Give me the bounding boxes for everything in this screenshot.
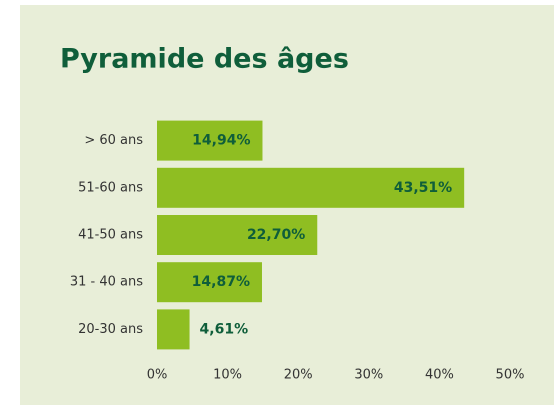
bar xyxy=(157,262,262,303)
value-label: 14,87% xyxy=(192,274,250,290)
x-tick-label: 50% xyxy=(496,368,525,383)
value-label: 14,94% xyxy=(192,133,250,149)
chart-title: Pyramide des âges xyxy=(60,44,349,75)
y-tick-label: 20-30 ans xyxy=(78,322,143,337)
value-label: 43,51% xyxy=(394,180,452,196)
x-tick-label: 40% xyxy=(425,368,454,383)
value-label: 4,61% xyxy=(200,321,249,337)
y-tick-label: 51-60 ans xyxy=(78,180,143,195)
value-label: 22,70% xyxy=(247,227,305,243)
y-tick-label: 31 - 40 ans xyxy=(70,275,143,290)
bar xyxy=(157,215,318,255)
x-tick-label: 10% xyxy=(213,368,242,383)
x-tick-label: 30% xyxy=(354,368,383,383)
bar xyxy=(157,167,465,208)
x-tick-label: 20% xyxy=(284,368,313,383)
y-tick-label: 41-50 ans xyxy=(78,228,143,243)
bar xyxy=(157,120,263,161)
bar xyxy=(157,309,190,350)
y-tick-label: > 60 ans xyxy=(84,133,143,148)
x-tick-label: 0% xyxy=(147,368,168,383)
